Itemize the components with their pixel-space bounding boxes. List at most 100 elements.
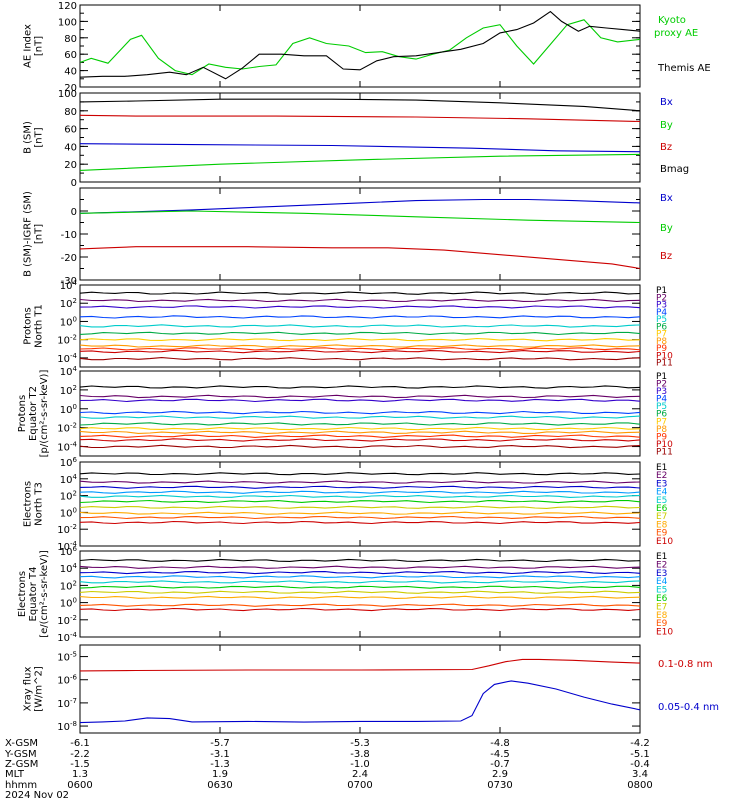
series-line-e7 (80, 590, 640, 594)
y-tick-label: 106 (60, 545, 78, 558)
legend-e8: E8 (656, 611, 668, 621)
legend-bz: Bz (660, 142, 672, 153)
legend-p5: P5 (656, 315, 667, 325)
y-axis-label-line: [p/(cm²-s-sr-keV)] (39, 370, 50, 458)
series-line-p5 (80, 415, 640, 419)
legend-bz: Bz (660, 251, 672, 262)
y-tick-label: 102 (60, 384, 77, 397)
y-axis-label-line: [nT] (34, 224, 45, 244)
x-tick-value: -0.7 (490, 759, 510, 770)
legend-e2: E2 (656, 471, 667, 481)
legend-p1: P1 (656, 372, 667, 382)
legend-p6: P6 (656, 322, 667, 332)
panel-frame (79, 550, 641, 638)
panel-3: -30 -20 -10 0 B (SM)-IGRF (SM) [nT] Bx By Bz (23, 187, 673, 287)
series-line-e9 (80, 515, 640, 520)
x-tick-value: -4.8 (490, 738, 510, 749)
y-tick-label: 120 (58, 1, 77, 12)
series-line-bz (80, 114, 640, 123)
series-line-p3 (80, 305, 640, 309)
y-tick-label: 60 (64, 50, 77, 61)
legend-p6: P6 (656, 410, 667, 420)
series-line-p4 (80, 315, 640, 319)
x-row-label: hhmm (5, 780, 37, 791)
series-line-p6 (80, 331, 640, 336)
panel-frame (79, 92, 641, 183)
x-tick-value: -3.8 (350, 749, 370, 760)
series-line-e6 (80, 585, 640, 589)
y-axis-label: Protons North T1 (23, 304, 45, 348)
series-line-e5 (80, 494, 640, 498)
y-tick-label: 80 (64, 107, 77, 118)
series-line-p11 (80, 444, 640, 449)
legend-p4: P4 (656, 308, 667, 318)
y-tick-label: 102 (60, 297, 77, 310)
series-line-p1 (80, 291, 640, 295)
series-line-p8 (80, 430, 640, 434)
y-axis-label-line: Protons (23, 307, 34, 344)
legend-e10: E10 (656, 537, 673, 547)
x-tick-value: -5.7 (210, 738, 230, 749)
legend-p9: P9 (656, 344, 667, 354)
x-tick-value: 0800 (627, 780, 652, 791)
x-row-label: MLT (5, 769, 25, 780)
y-tick-label: 10-4 (57, 352, 77, 365)
series-group (80, 558, 640, 612)
legend-e6: E6 (656, 594, 668, 604)
x-tick-value: -4.2 (630, 738, 650, 749)
legend-e4: E4 (656, 577, 668, 587)
y-tick-label: 100 (58, 17, 77, 28)
legend-xray-short: 0.05-0.4 nm (658, 702, 719, 713)
series-line-p2 (80, 394, 640, 399)
series-line-p11 (80, 357, 640, 361)
series-line-p9 (80, 347, 640, 351)
legend-p5: P5 (656, 402, 667, 412)
y-tick-label: 100 (60, 403, 77, 416)
legend-e7: E7 (656, 602, 667, 612)
series-line-p3 (80, 398, 640, 403)
y-tick-label: 10-7 (57, 697, 77, 710)
panel-8: 10-8 10-7 10-6 10-5 Xray flux [W/m^2] 0.1-0.8 … (23, 644, 719, 734)
x-row-label: Z-GSM (5, 759, 38, 770)
panel-5: 10-4 10-2 100 102 104 Protons Equator T2 [p/(cm… (17, 365, 673, 457)
series-line-kyoto-proxy-ae (80, 19, 640, 76)
panel-2: 0 20 40 60 80 100 B (SM) [nT] Bx By Bz Bmag (23, 89, 690, 189)
y-axis-label: Protons Equator T2 [p/(cm²-s-sr-keV)] (17, 370, 50, 458)
legend-p10: P10 (656, 351, 673, 361)
y-axis-label-line: [nT] (34, 36, 45, 56)
legend-e5: E5 (656, 586, 667, 596)
x-tick-value: 1.3 (72, 769, 88, 780)
series-line-e10 (80, 607, 640, 612)
legend-p2: P2 (656, 293, 667, 303)
y-axis-label: AE Index [nT] (23, 24, 45, 68)
x-tick-value: 0630 (207, 780, 232, 791)
y-axis-label-line: Protons (17, 395, 28, 432)
y-axis-label-line: Electrons (17, 571, 28, 617)
legend-p1: P1 (656, 286, 667, 296)
series-line-e1 (80, 472, 640, 476)
x-tick-value: -6.1 (70, 738, 90, 749)
y-axis-label-line: Electrons (23, 481, 34, 527)
y-tick-label: 40 (64, 67, 77, 78)
series-group (80, 10, 640, 80)
legend-e8: E8 (656, 520, 668, 530)
legend-e5: E5 (656, 496, 667, 506)
series-line-e4 (80, 575, 640, 579)
series-group (80, 385, 640, 449)
legend-p8: P8 (656, 337, 667, 347)
legend-e1: E1 (656, 552, 667, 562)
legend-e9: E9 (656, 529, 668, 539)
series-line-0-05-0-4-nm (80, 680, 640, 724)
y-tick-label: 10-2 (57, 614, 77, 627)
legend-p3: P3 (656, 387, 667, 397)
panel-1: 20 40 60 80 100 120 AE Index [nT] Kyoto proxy AE T… (23, 1, 711, 94)
legend-bmag: Bmag (660, 164, 689, 175)
legend-e7: E7 (656, 512, 667, 522)
date-label: 2024 Nov 02 (5, 790, 69, 800)
y-axis-label: Electrons Equator T4 [e/(cm²-s-sr-keV)] (17, 550, 50, 638)
x-tick-value: -5.3 (350, 738, 370, 749)
legend-e2: E2 (656, 560, 667, 570)
